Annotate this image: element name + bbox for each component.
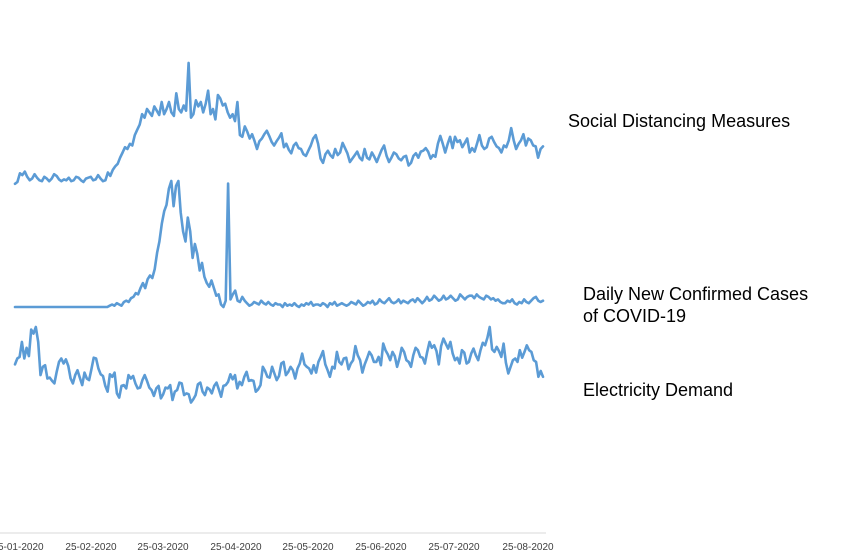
x-tick-label: 25-06-2020	[355, 542, 407, 553]
x-tick-label: 25-04-2020	[210, 542, 262, 553]
x-tick-label: 25-07-2020	[428, 542, 480, 553]
series-label-1-line-1: Social Distancing Measures	[568, 111, 790, 131]
series-line-2	[13, 179, 545, 309]
x-tick-label: 25-05-2020	[282, 542, 334, 553]
series-line-3	[13, 325, 545, 404]
x-tick-label: 25-01-2020	[0, 542, 44, 553]
series-label-2-line-1: Daily New Confirmed Cases	[583, 284, 808, 304]
x-tick-label: 25-03-2020	[137, 542, 189, 553]
x-tick-label: 25-08-2020	[502, 542, 554, 553]
series-layer	[13, 61, 545, 404]
series-line-1	[13, 61, 545, 186]
series-label-3-line-1: Electricity Demand	[583, 380, 733, 400]
series-label-2-line-2: of COVID-19	[583, 306, 686, 326]
series-labels: Social Distancing Measures Daily New Conf…	[568, 111, 808, 400]
x-tick-label: 25-02-2020	[65, 542, 117, 553]
x-axis-ticks: 25-01-2020 25-02-2020 25-03-2020 25-04-2020…	[0, 542, 554, 553]
